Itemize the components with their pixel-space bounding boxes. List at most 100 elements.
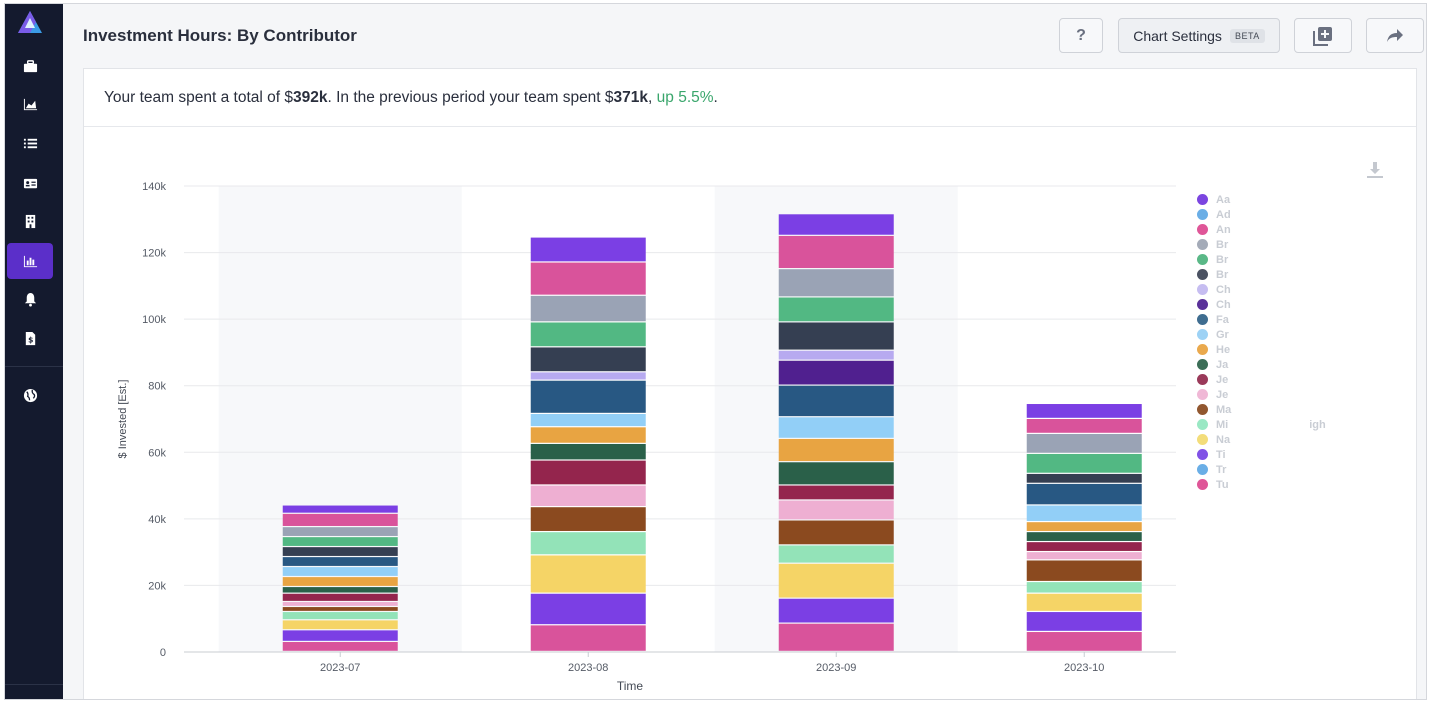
bar-segment (778, 235, 894, 269)
legend-item[interactable]: Mi igh (1197, 417, 1326, 432)
nav-building[interactable] (7, 203, 53, 239)
bar-segment (282, 612, 398, 620)
bar-segment (530, 380, 646, 413)
svg-text:$: $ (28, 335, 33, 344)
legend-item[interactable]: Tu (1197, 477, 1229, 492)
legend-label: He (1216, 343, 1231, 356)
legend-label: Fa (1216, 313, 1229, 326)
bar-segment (282, 537, 398, 546)
invoice-icon: $ (25, 331, 35, 345)
bar-segment (530, 507, 646, 531)
legend-dot (1197, 404, 1208, 415)
legend-item[interactable]: Ch (1197, 282, 1231, 297)
nav-reports[interactable] (7, 243, 53, 279)
legend-item[interactable]: An (1197, 222, 1231, 237)
legend-item[interactable]: Ch (1197, 297, 1231, 312)
x-tick-label: 2023-07 (320, 662, 360, 674)
bar-segment (778, 269, 894, 297)
bar-segment (282, 642, 398, 651)
y-tick-label: 20k (148, 580, 166, 592)
nav-area-chart[interactable] (7, 86, 53, 122)
stacked-bar-chart: 0 20k 40k 60k 80k 100k 120k 140k $ Invested [Est… (117, 181, 1176, 693)
help-button[interactable]: ? (1059, 18, 1103, 53)
bar-segment (282, 593, 398, 601)
legend-label: Tu (1216, 478, 1229, 491)
legend-item[interactable]: Br (1197, 252, 1228, 267)
legend-item[interactable]: Gr (1197, 327, 1229, 342)
bar-segment (1026, 433, 1142, 453)
bar-segment (282, 620, 398, 630)
summary-change: up 5.5% (656, 89, 714, 106)
legend-label: Tr (1216, 463, 1227, 476)
legend-item[interactable]: Je (1197, 387, 1228, 402)
legend-item[interactable]: Br (1197, 267, 1228, 282)
summary-middle: . In the previous period your team spent… (327, 89, 614, 106)
summary-previous: 371k (613, 89, 649, 106)
bar-segment (778, 520, 894, 545)
bar-segment (282, 607, 398, 611)
legend-dot (1197, 314, 1208, 325)
legend-label: Mi (1216, 418, 1229, 431)
bar-segment (530, 443, 646, 460)
y-tick-label: 60k (148, 447, 166, 459)
chart-settings-button[interactable]: Chart Settings BETA (1118, 18, 1280, 53)
share-arrow-icon (1387, 28, 1403, 42)
x-tick-label: 2023-09 (816, 662, 856, 674)
nav-id-card[interactable] (7, 165, 53, 201)
building-icon (25, 214, 35, 228)
nav-invoices[interactable]: $ (7, 320, 53, 356)
x-axis-title: Time (617, 679, 644, 693)
bar-segment (778, 214, 894, 235)
bar-segment (778, 417, 894, 438)
nav-briefcase[interactable] (7, 48, 53, 84)
share-button[interactable] (1366, 18, 1424, 53)
legend-item[interactable]: Na (1197, 432, 1230, 447)
download-icon[interactable] (1366, 161, 1384, 179)
bar-segment (1026, 593, 1142, 611)
bar-segment (530, 372, 646, 380)
legend-label: Je (1216, 373, 1229, 386)
nav-list[interactable] (7, 125, 53, 161)
bar-segment (282, 587, 398, 593)
legend-dot (1197, 254, 1208, 265)
legend-item[interactable]: Ti (1197, 447, 1226, 462)
legend-item[interactable]: Tr (1197, 462, 1226, 477)
bar-segment (282, 547, 398, 556)
legend-dot (1197, 209, 1208, 220)
legend-item[interactable]: Aa (1197, 192, 1230, 207)
bar-segment (1026, 453, 1142, 473)
legend-item[interactable]: Br (1197, 237, 1228, 252)
summary-total: 392k (293, 89, 328, 106)
add-to-dashboard-button[interactable] (1294, 18, 1352, 53)
legend-item[interactable]: Ad (1197, 207, 1231, 222)
legend-item[interactable]: Je (1197, 372, 1228, 387)
bar-segment (1026, 552, 1142, 560)
summary-text: Your team spent a total of $392k. In the… (104, 89, 718, 107)
legend-item[interactable]: He (1197, 342, 1230, 357)
nav-globe[interactable] (7, 377, 53, 413)
nav-notifications[interactable] (7, 281, 53, 317)
legend-label: Ad (1216, 208, 1231, 221)
bar-segment (282, 513, 398, 526)
legend-dot (1197, 224, 1208, 235)
id-card-icon (23, 178, 37, 188)
app-logo-icon[interactable] (17, 10, 43, 34)
y-tick-label: 40k (148, 514, 166, 526)
legend-item[interactable]: Fa (1197, 312, 1229, 327)
bar-segment (778, 545, 894, 563)
bar-segment (1026, 473, 1142, 483)
bar-segment (282, 527, 398, 536)
bar-segment (778, 360, 894, 385)
summary-suffix: . (713, 89, 718, 106)
legend-dot (1197, 194, 1208, 205)
app-window: $ Investment Hours: By Contributor ? Cha… (4, 3, 1427, 700)
bar-segment (530, 262, 646, 295)
legend-dot (1197, 299, 1208, 310)
sidebar-divider (5, 366, 63, 367)
bar-segment (282, 602, 398, 606)
legend-label: Ch (1216, 298, 1231, 311)
bar-segment (530, 625, 646, 651)
legend-item[interactable]: Ma (1197, 402, 1231, 417)
add-copy-icon (1313, 26, 1332, 46)
legend-item[interactable]: Ja (1197, 357, 1228, 372)
